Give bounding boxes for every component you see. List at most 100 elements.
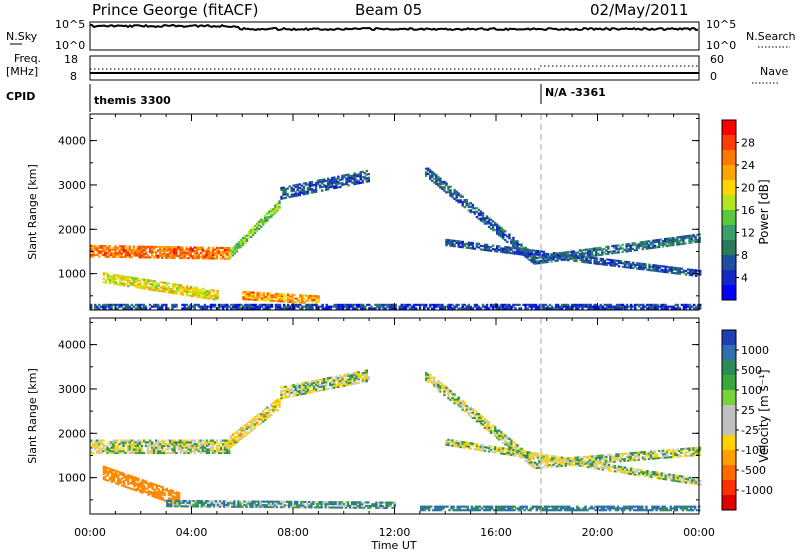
scatter-cell [437,387,440,390]
scatter-cell [114,471,118,474]
scatter-cell [187,446,190,449]
scatter-cell [552,458,555,461]
scatter-cell [327,188,330,191]
scatter-cell [318,500,321,504]
scatter-cell [532,305,535,308]
scatter-cell [257,220,261,223]
scatter-cell [331,383,334,386]
scatter-cell [210,503,214,506]
scatter-cell [406,305,410,308]
scatter-cell [690,447,693,450]
scatter-cell [429,169,432,172]
scatter-cell [654,473,657,476]
scatter-cell [309,296,312,299]
scatter-cell [193,450,196,453]
scatter-cell [676,448,679,451]
scatter-cell [118,305,121,308]
scatter-cell [274,303,278,306]
scatter-cell [195,448,198,451]
scatter-cell [161,496,164,500]
scatter-cell [306,183,310,186]
scatter-cell [649,454,653,457]
scatter-cell [546,305,550,308]
scatter-cell [314,390,318,393]
scatter-cell [324,381,328,384]
scatter-cell [402,307,406,310]
scatter-cell [173,246,176,249]
scatter-cell [118,448,121,451]
scatter-cell [191,446,194,449]
scatter-cell [125,478,128,481]
scatter-cell [171,451,174,455]
scatter-cell [491,424,495,427]
scatter-cell [696,477,700,481]
scatter-cell [118,274,122,277]
scatter-cell [320,385,324,388]
scatter-cell [331,376,334,379]
scatter-cell [516,245,519,248]
scatter-cell [151,495,154,498]
scatter-cell [367,376,371,379]
scatter-cell [268,212,271,215]
scatter-cell [317,305,320,308]
scatter-cell [481,423,485,426]
scatter-cell [278,296,282,299]
scatter-cell [161,305,164,308]
scatter-cell [451,393,454,396]
scatter-cell [154,448,158,451]
scatter-cell [221,303,225,306]
scatter-cell [189,246,192,249]
scatter-cell [314,502,317,505]
scatter-cell [324,388,328,391]
scatter-cell [190,500,193,503]
scatter-cell [345,173,348,177]
scatter-cell [666,269,669,272]
scatter-cell [198,296,201,299]
scatter-cell [473,409,477,412]
scatter-cell [330,501,333,504]
scatter-cell [211,443,215,446]
scatter-cell [258,291,261,295]
scatter-cell [516,451,519,454]
scatter-cell [457,201,460,204]
scatter-cell [449,189,452,192]
scatter-cell [173,247,176,251]
scatter-cell [261,500,264,503]
scatter-cell [300,389,304,392]
scatter-cell [663,452,667,456]
scatter-cell [266,417,269,420]
scatter-cell [313,298,316,301]
scatter-cell [544,261,547,264]
scatter-cell [512,450,515,453]
scatter-cell [284,385,287,388]
scatter-cell [463,441,466,444]
scatter-cell [487,249,491,252]
scatter-cell [355,305,359,308]
scatter-cell [144,245,148,248]
scatter-cell [306,500,309,504]
scatter-cell [167,285,171,289]
scatter-cell [243,236,247,239]
scatter-cell [243,431,247,434]
scatter-cell [324,504,327,507]
scatter-cell [364,307,367,310]
scatter-cell [489,445,493,448]
scatter-cell [485,307,489,310]
scatter-cell [475,446,479,449]
scatter-cell [516,303,519,306]
scatter-cell [108,476,112,479]
scatter-cell [120,254,123,257]
scatter-cell [126,303,129,306]
scatter-cell [593,303,596,306]
scatter-cell [333,181,336,184]
scatter-cell [248,307,251,310]
scatter-cell [355,373,358,376]
scatter-cell [359,303,363,306]
scatter-cell [339,182,342,185]
scatter-cell [205,257,209,260]
scatter-cell [613,455,616,458]
scatter-cell [355,303,359,306]
scatter-cell [573,305,576,308]
scatter-cell [640,264,643,267]
